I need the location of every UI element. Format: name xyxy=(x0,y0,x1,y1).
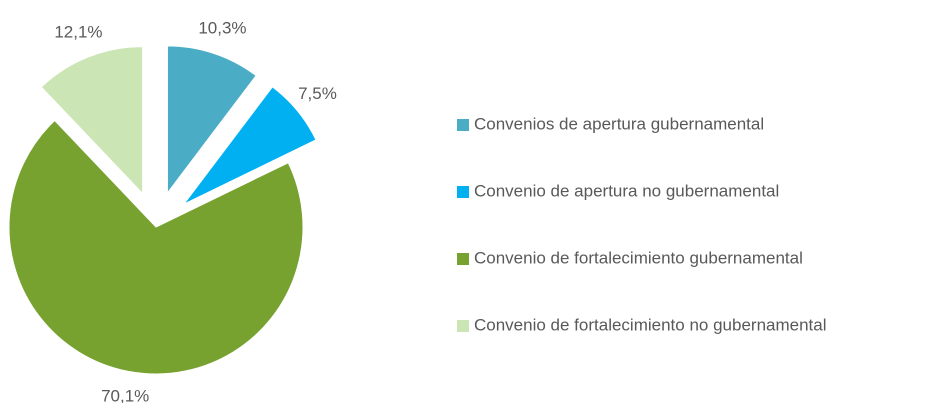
legend-swatch xyxy=(457,119,469,131)
pie-slice xyxy=(183,86,317,205)
legend-swatch xyxy=(457,320,469,332)
data-label: 12,1% xyxy=(54,22,102,41)
data-label: 70,1% xyxy=(101,387,149,403)
pie-slice xyxy=(8,119,304,375)
pie-slice xyxy=(166,45,257,195)
data-label: 10,3% xyxy=(198,18,246,37)
data-label: 7,5% xyxy=(298,84,337,103)
legend-label: Convenios de apertura gubernamental xyxy=(474,114,764,133)
pie-slice xyxy=(40,46,144,195)
legend-label: Convenio de fortalecimiento no gubername… xyxy=(474,315,827,334)
legend-label: Convenio de apertura no gubernamental xyxy=(474,181,779,200)
legend-swatch xyxy=(457,186,469,198)
legend-swatch xyxy=(457,253,469,265)
legend-label: Convenio de fortalecimiento gubernamenta… xyxy=(474,248,803,267)
